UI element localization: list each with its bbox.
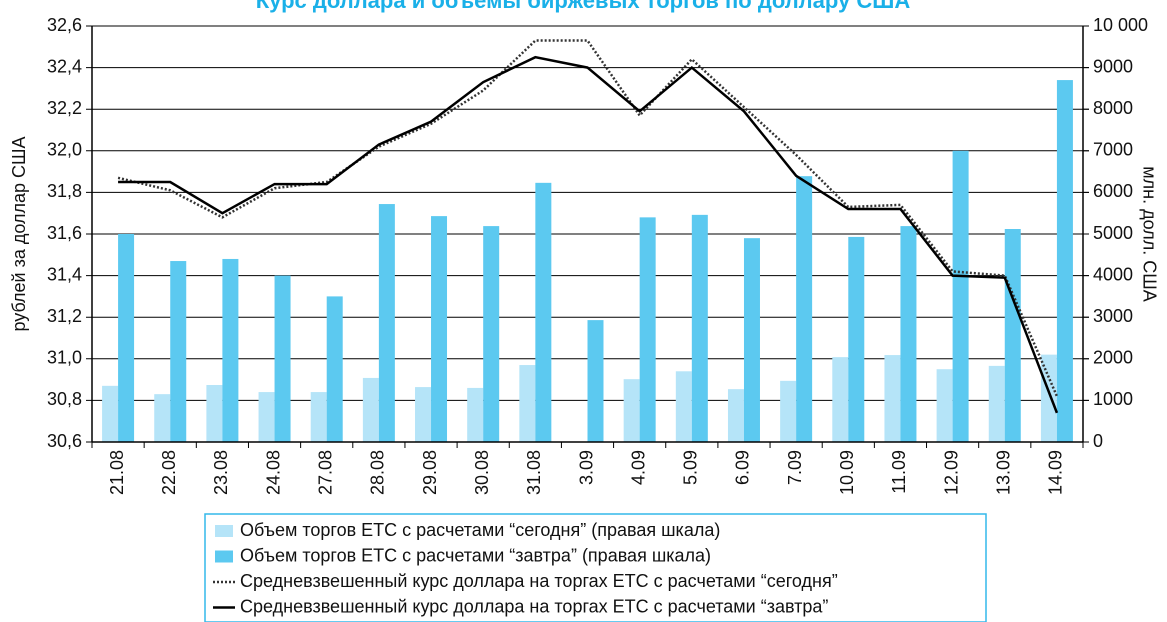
- bar: [378, 204, 395, 442]
- bar: [535, 182, 552, 442]
- x-tick-label: 7.09: [785, 450, 805, 485]
- legend-box: [204, 513, 987, 622]
- y-tick-label: 31,6: [47, 223, 82, 243]
- bar: [743, 238, 760, 442]
- bar: [936, 369, 953, 442]
- bar: [483, 226, 500, 442]
- bar: [118, 234, 135, 442]
- bar: [222, 258, 239, 442]
- bar: [780, 380, 797, 442]
- x-tick-label: 3.09: [576, 450, 596, 485]
- bar: [832, 357, 849, 442]
- bar: [796, 176, 813, 442]
- bar: [727, 389, 744, 442]
- y2-tick-label: 3000: [1093, 306, 1133, 326]
- bar: [587, 320, 604, 442]
- legend-swatch: [215, 525, 233, 537]
- y-tick-label: 30,6: [47, 431, 82, 451]
- bar: [900, 226, 917, 442]
- x-tick-label: 10.09: [837, 450, 857, 495]
- line: [118, 55, 1059, 414]
- x-tick-label: 24.08: [263, 450, 283, 495]
- y-tick-label: 31,4: [47, 264, 82, 284]
- x-tick-label: 12.09: [941, 450, 961, 495]
- y2-tick-label: 7000: [1093, 140, 1133, 160]
- y2-tick-label: 5000: [1093, 223, 1133, 243]
- bar: [274, 275, 291, 442]
- legend-swatch: [215, 550, 233, 563]
- x-tick-label: 28.08: [368, 450, 388, 495]
- y-tick-label: 32,6: [47, 15, 82, 35]
- bar: [415, 387, 432, 442]
- y-tick-label: 32,4: [47, 56, 82, 76]
- y2-tick-label: 6000: [1093, 181, 1133, 201]
- bar: [519, 365, 536, 442]
- legend-label: Средневзвешенный курс доллара на торгах …: [240, 596, 828, 616]
- y2-tick-label: 9000: [1093, 56, 1133, 76]
- legend-label: Объем торгов ЕТС с расчетами “завтра” (п…: [240, 545, 711, 565]
- legend-label: Объем торгов ЕТС с расчетами “сегодня” (…: [240, 520, 720, 540]
- bar: [258, 392, 275, 442]
- bar: [154, 394, 171, 442]
- y2-axis-label: млн. долл. США: [1139, 166, 1159, 301]
- y2-tick-label: 10 000: [1093, 15, 1148, 35]
- bar: [988, 365, 1005, 442]
- y2-tick-label: 2000: [1093, 348, 1133, 368]
- x-tick-label: 13.09: [994, 450, 1014, 495]
- x-tick-label: 21.08: [107, 450, 127, 495]
- x-tick-label: 14.09: [1046, 450, 1066, 495]
- bar: [102, 385, 119, 442]
- bar: [639, 217, 656, 442]
- y-tick-label: 30,8: [47, 389, 82, 409]
- bar: [206, 385, 223, 442]
- bar: [1056, 80, 1073, 442]
- legend-label: Средневзвешенный курс доллара на торгах …: [240, 571, 838, 591]
- x-tick-label: 11.09: [889, 450, 909, 494]
- bar: [1004, 229, 1021, 442]
- x-tick-label: 6.09: [733, 450, 753, 485]
- x-tick-label: 23.08: [211, 450, 231, 495]
- bar: [1040, 354, 1057, 442]
- bar: [326, 296, 343, 442]
- x-tick-label: 5.09: [681, 450, 701, 485]
- y-axis-label: рублей за доллар США: [9, 137, 29, 332]
- bar: [675, 371, 692, 442]
- y2-tick-label: 0: [1093, 431, 1103, 451]
- x-tick-label: 31.08: [524, 450, 544, 495]
- bar: [362, 377, 379, 442]
- x-tick-label: 30.08: [472, 450, 492, 495]
- y-tick-label: 31,0: [47, 348, 82, 368]
- y-tick-label: 32,0: [47, 140, 82, 160]
- bar: [431, 216, 448, 442]
- bar: [170, 261, 187, 442]
- x-tick-label: 4.09: [628, 450, 648, 485]
- y-tick-label: 31,2: [47, 306, 82, 326]
- bar: [952, 150, 969, 443]
- x-tick-label: 22.08: [159, 450, 179, 495]
- bar: [310, 392, 327, 442]
- y2-tick-label: 4000: [1093, 264, 1133, 284]
- y2-tick-label: 1000: [1093, 389, 1133, 409]
- x-tick-label: 29.08: [420, 450, 440, 495]
- y-tick-label: 31,8: [47, 181, 82, 201]
- bar: [623, 379, 640, 442]
- y-tick-label: 32,2: [47, 98, 82, 118]
- line: [117, 39, 1059, 397]
- bar: [691, 214, 708, 442]
- x-tick-label: 27.08: [315, 450, 335, 495]
- y2-tick-label: 8000: [1093, 98, 1133, 118]
- bar: [467, 387, 484, 442]
- bar: [884, 355, 901, 442]
- chart-title: Курс доллара и объемы биржевых торгов по…: [256, 0, 911, 13]
- bar: [848, 236, 865, 442]
